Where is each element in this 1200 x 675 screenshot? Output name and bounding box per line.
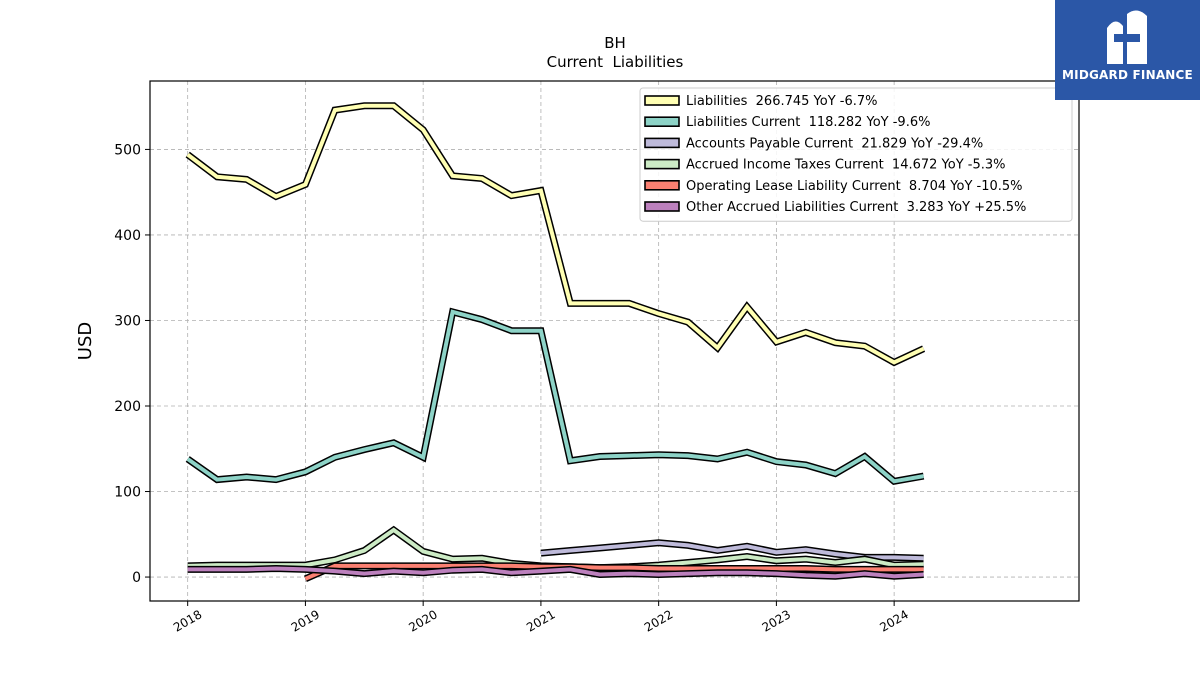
y-tick-label: 500 (114, 142, 141, 158)
legend-label: Other Accrued Liabilities Current 3.283 … (686, 200, 1026, 215)
legend-swatch (644, 137, 680, 149)
legend-label: Liabilities 266.745 YoY -6.7% (686, 94, 878, 109)
series-operating-lease-liability-current (303, 562, 924, 583)
legend-swatch (644, 180, 680, 191)
y-axis-label: USD (75, 322, 96, 360)
series-lines (185, 102, 926, 583)
x-tick-label: 2021 (524, 607, 557, 634)
series-line (304, 563, 924, 581)
plot-frame (149, 80, 1080, 602)
legend-swatch (644, 158, 680, 170)
series-line (186, 103, 925, 365)
logo-text: MIDGARD FINANCE (1062, 68, 1193, 82)
legend-label: Accrued Income Taxes Current 14.672 YoY … (686, 158, 1006, 173)
series-other-accrued-liabilities-current (187, 564, 924, 580)
y-tick-label: 300 (114, 313, 141, 329)
legend: Liabilities 266.745 YoY -6.7% Liabilities… (639, 87, 1073, 222)
x-tick-label: 2018 (171, 607, 204, 634)
y-tick-label: 400 (114, 228, 141, 244)
x-tick-label: 2019 (289, 607, 322, 634)
midgard-finance-logo: MIDGARD FINANCE (1055, 0, 1200, 100)
y-tick-label: 0 (132, 570, 141, 586)
x-tick-label: 2022 (642, 607, 675, 634)
legend-swatch (644, 95, 680, 106)
legend-label: Operating Lease Liability Current 8.704 … (686, 179, 1023, 194)
legend-label: Accounts Payable Current 21.829 YoY -29.… (686, 136, 983, 151)
midgard-logo-icon (1107, 10, 1147, 65)
series-liabilities-current (185, 307, 925, 486)
grid (150, 81, 1079, 601)
legend-label: Liabilities Current 118.282 YoY -9.6% (686, 115, 930, 130)
y-tick-label: 200 (114, 399, 141, 415)
x-tick-label: 2020 (406, 607, 439, 634)
chart-title: Current Liabilities (547, 53, 684, 71)
chart-ticker: BH (604, 34, 626, 52)
x-tick-label: 2024 (877, 607, 910, 634)
x-tick-label: 2023 (760, 607, 793, 634)
series-line (187, 566, 924, 579)
series-line (186, 309, 924, 484)
legend-box (639, 87, 1073, 222)
legend-swatch (644, 201, 680, 212)
legend-swatch (644, 116, 680, 127)
y-tick-label: 100 (114, 485, 141, 501)
series-liabilities (185, 102, 926, 367)
